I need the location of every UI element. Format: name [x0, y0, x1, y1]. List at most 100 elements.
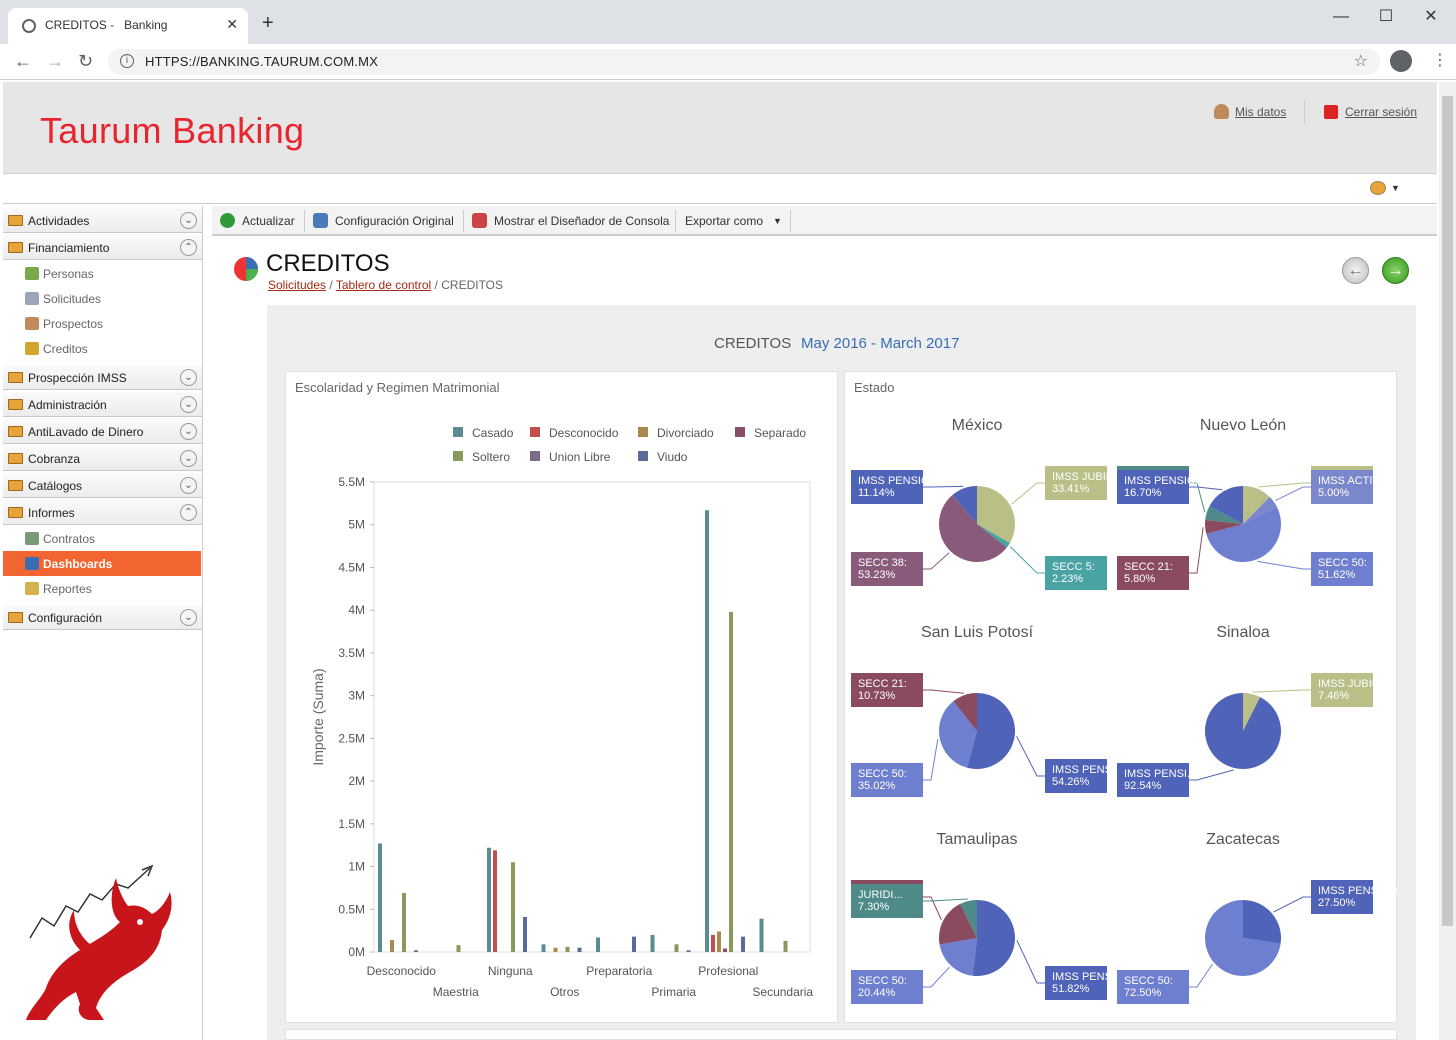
sidebar-group-antilavado-de-dinero[interactable]: AntiLavado de Dinero ⌄ [3, 418, 202, 444]
reload-icon[interactable]: ↻ [78, 51, 94, 71]
chevron-down-icon[interactable]: ⌄ [180, 423, 197, 440]
bar-divorciado[interactable] [390, 940, 394, 952]
legend-label[interactable]: Viudo [657, 450, 688, 464]
sidebar-group-financiamiento[interactable]: Financiamiento ⌃ [3, 234, 202, 260]
bar-viudo[interactable] [741, 936, 745, 952]
minimize-icon[interactable]: — [1333, 8, 1349, 25]
bar-soltero[interactable] [511, 862, 515, 952]
bar-desconocido[interactable] [711, 934, 715, 952]
pie-slice[interactable] [966, 693, 1015, 769]
pie-slice[interactable] [952, 486, 977, 524]
back-arrow-icon[interactable]: ← [1342, 257, 1369, 284]
page-scrollbar[interactable] [1439, 82, 1456, 1040]
palette-dropdown-icon[interactable]: ▼ [1391, 183, 1400, 193]
palette-icon[interactable] [1370, 181, 1386, 195]
chevron-up-icon[interactable]: ⌃ [180, 504, 197, 521]
pie-slice[interactable] [939, 903, 977, 945]
bar-viudo[interactable] [632, 936, 636, 952]
bar-viudo[interactable] [686, 950, 691, 952]
refresh-button[interactable]: Actualizar [242, 214, 295, 228]
sidebar-item-creditos[interactable]: Creditos [3, 336, 201, 361]
legend-label[interactable]: Soltero [472, 450, 510, 464]
back-icon[interactable]: ← [14, 51, 32, 71]
pie-slice[interactable] [977, 524, 1010, 548]
bar-divorciado[interactable] [717, 931, 721, 952]
legend-label[interactable]: Union Libre [549, 450, 611, 464]
sidebar-group-informes[interactable]: Informes ⌃ [3, 499, 202, 525]
sidebar-item-personas[interactable]: Personas [3, 261, 201, 286]
sidebar-group-configuraci-n[interactable]: Configuración ⌄ [3, 604, 202, 630]
chevron-down-icon[interactable]: ⌄ [180, 396, 197, 413]
close-tab-icon[interactable]: ✕ [226, 16, 238, 32]
sidebar-group-cobranza[interactable]: Cobranza ⌄ [3, 445, 202, 471]
close-window-icon[interactable]: ✕ [1424, 8, 1438, 25]
bar-casado[interactable] [541, 944, 546, 952]
bar-casado[interactable] [378, 843, 382, 952]
scrollbar-thumb[interactable] [1442, 96, 1453, 926]
legend-label[interactable]: Casado [472, 426, 514, 440]
chevron-down-icon[interactable]: ⌄ [180, 450, 197, 467]
pie-slice[interactable] [972, 900, 1015, 976]
bar-viudo[interactable] [414, 950, 418, 952]
browser-menu-icon[interactable]: ⋮ [1432, 52, 1448, 69]
pie-slice[interactable] [1243, 497, 1277, 524]
sidebar-item-contratos[interactable]: Contratos [3, 526, 201, 551]
legend-label[interactable]: Desconocido [549, 426, 619, 440]
bar-soltero[interactable] [674, 944, 679, 952]
account-icon[interactable] [1390, 50, 1412, 72]
sidebar-item-solicitudes[interactable]: Solicitudes [3, 286, 201, 311]
pie-slice[interactable] [1205, 693, 1281, 769]
maximize-icon[interactable]: ☐ [1378, 8, 1394, 25]
chevron-down-icon[interactable]: ⌄ [180, 369, 197, 386]
bar-casado[interactable] [487, 847, 491, 952]
export-button[interactable]: Exportar como [685, 214, 764, 228]
chevron-down-icon[interactable]: ⌄ [180, 609, 197, 626]
export-dropdown-icon[interactable]: ▼ [773, 216, 782, 226]
pie-slice[interactable] [939, 494, 1007, 562]
pie-slice[interactable] [1243, 900, 1281, 944]
bar-casado[interactable] [705, 510, 709, 952]
sidebar-group-prospecci-n-imss[interactable]: Prospección IMSS ⌄ [3, 364, 202, 390]
cerrar-sesion-link[interactable]: Cerrar sesión [1345, 105, 1418, 119]
forward-icon[interactable]: → [46, 51, 64, 71]
bar-soltero[interactable] [565, 946, 570, 952]
pie-slice[interactable] [953, 693, 977, 731]
legend-label[interactable]: Divorciado [657, 426, 714, 440]
url-field[interactable]: i HTTPS://BANKING.TAURUM.COM.MX ☆ [108, 49, 1380, 75]
pie-slice[interactable] [1243, 486, 1270, 524]
bar-divorciado[interactable] [553, 947, 558, 952]
chevron-down-icon[interactable]: ⌄ [180, 477, 197, 494]
browser-tab[interactable]: CREDITOS - Banking ✕ [8, 8, 248, 44]
original-config-button[interactable]: Configuración Original [335, 214, 454, 228]
legend-label[interactable]: Separado [754, 426, 806, 440]
chevron-down-icon[interactable]: ⌄ [180, 212, 197, 229]
pie-slice[interactable] [1209, 486, 1243, 524]
pie-slice[interactable] [977, 486, 1015, 544]
new-tab-icon[interactable]: + [262, 12, 274, 34]
breadcrumb-solicitudes[interactable]: Solicitudes [268, 278, 327, 292]
chevron-up-icon[interactable]: ⌃ [180, 239, 197, 256]
bar-separado[interactable] [723, 948, 727, 952]
sidebar-group-administraci-n[interactable]: Administración ⌄ [3, 391, 202, 417]
pie-slice[interactable] [1243, 693, 1261, 731]
sidebar-item-dashboards[interactable]: Dashboards [3, 551, 201, 576]
pie-slice[interactable] [1205, 900, 1281, 976]
info-icon[interactable]: i [120, 54, 134, 68]
bar-casado[interactable] [650, 934, 655, 952]
pie-slice[interactable] [1205, 519, 1243, 535]
bar-casado[interactable] [596, 937, 600, 952]
show-designer-button[interactable]: Mostrar el Diseñador de Consola [494, 214, 670, 228]
bar-casado[interactable] [759, 918, 764, 952]
sidebar-group-actividades[interactable]: Actividades ⌄ [3, 207, 202, 233]
pie-slice[interactable] [1206, 506, 1281, 562]
bookmark-star-icon[interactable]: ☆ [1353, 53, 1368, 70]
pie-slice[interactable] [1205, 506, 1243, 524]
bar-soltero[interactable] [783, 940, 788, 952]
bar-desconocido[interactable] [493, 850, 497, 952]
bar-viudo[interactable] [577, 947, 582, 952]
bar-soltero[interactable] [729, 611, 733, 952]
bar-soltero[interactable] [456, 945, 461, 952]
pie-slice[interactable] [960, 900, 977, 938]
sidebar-item-prospectos[interactable]: Prospectos [3, 311, 201, 336]
sidebar-group-cat-logos[interactable]: Catálogos ⌄ [3, 472, 202, 498]
